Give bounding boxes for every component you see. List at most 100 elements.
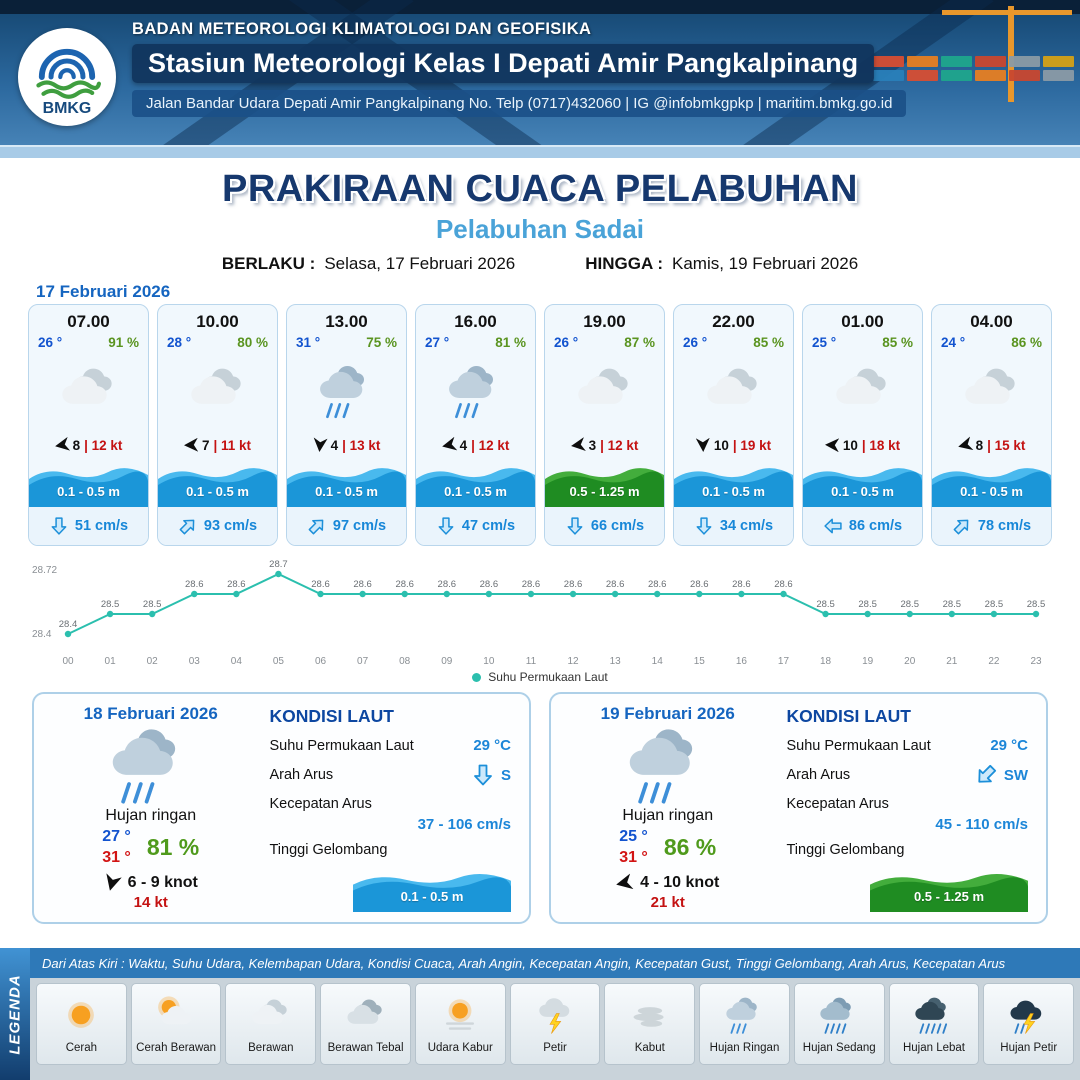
svg-text:28.5: 28.5 xyxy=(101,599,120,610)
sst-value: 29 °C xyxy=(473,737,511,754)
day-summary-card: 19 Februari 2026 Hujan ringan 25 ° 31 ° … xyxy=(549,692,1048,924)
svg-text:01: 01 xyxy=(105,656,117,667)
sea-condition-title: KONDISI LAUT xyxy=(786,706,911,726)
svg-text:14: 14 xyxy=(652,656,664,667)
wind-speed: 10 xyxy=(713,437,729,453)
legend-title: LEGENDA xyxy=(6,973,24,1055)
wave-height: 0.1 - 0.5 m xyxy=(960,484,1023,499)
wave-graphic xyxy=(870,873,1028,912)
legend-item: Hujan Sedang xyxy=(793,983,885,1065)
current-speed: 47 cm/s xyxy=(461,518,516,534)
sea-condition-title: KONDISI LAUT xyxy=(269,706,394,726)
weather-icon xyxy=(437,995,483,1040)
legend-item-label: Hujan Petir xyxy=(1000,1041,1058,1054)
wind-speed-range: 6 - 9 knot xyxy=(127,873,198,891)
wave-height: 0.1 - 0.5 m xyxy=(702,484,765,499)
forecast-time: 10.00 xyxy=(196,312,239,331)
humidity: 91 % xyxy=(108,335,139,350)
weather-icon xyxy=(816,995,862,1040)
wind-gust: | 12 kt xyxy=(600,437,639,453)
weather-icon xyxy=(619,724,717,811)
temp-min: 27 ° xyxy=(102,828,131,845)
station-address: Jalan Bandar Udara Depati Amir Pangkalpi… xyxy=(132,90,907,117)
svg-text:11: 11 xyxy=(526,656,537,667)
wind-gust: 21 kt xyxy=(650,893,685,911)
wind-row: 8 | 15 kt xyxy=(932,432,1051,458)
svg-text:23: 23 xyxy=(1030,656,1042,667)
wind-row: 4 | 12 kt xyxy=(416,432,535,458)
container-box xyxy=(907,70,938,81)
current-direction-label: Arah Arus xyxy=(269,767,334,783)
svg-text:08: 08 xyxy=(399,656,411,667)
forecast-cards-row: 07.00 26 ° 91 % 8 | 12 kt 0.1 - 0.5 m 51… xyxy=(28,304,1052,546)
current-speed: 93 cm/s xyxy=(203,518,258,534)
svg-text:28.6: 28.6 xyxy=(395,579,414,590)
wave-graphic xyxy=(803,468,922,507)
weather-icon xyxy=(722,995,768,1040)
temp-humidity-row: 26 ° 85 % xyxy=(674,332,793,350)
legend-item-label: Petir xyxy=(543,1041,567,1054)
container-box xyxy=(1009,70,1040,81)
legend-description: Dari Atas Kiri : Waktu, Suhu Udara, Kele… xyxy=(30,948,1080,978)
wind-row: 10 | 18 kt xyxy=(803,432,922,458)
wind-direction-icon xyxy=(696,438,710,452)
wave-height: 0.1 - 0.5 m xyxy=(186,484,249,499)
current-row: 93 cm/s xyxy=(158,507,277,545)
svg-text:15: 15 xyxy=(694,656,706,667)
wind-gust: | 15 kt xyxy=(987,437,1026,453)
wind-direction-icon xyxy=(440,437,457,454)
humidity: 81 % xyxy=(146,834,200,861)
wave-height-band: 0.1 - 0.5 m xyxy=(932,461,1051,507)
wind-row: 10 | 19 kt xyxy=(674,432,793,458)
current-direction-icon xyxy=(969,758,1003,792)
weather-icon xyxy=(158,350,277,432)
forecast-card: 07.00 26 ° 91 % 8 | 12 kt 0.1 - 0.5 m 51… xyxy=(28,304,149,546)
berlaku-label: BERLAKU : xyxy=(221,254,316,273)
wave-height-band: 0.1 - 0.5 m xyxy=(803,461,922,507)
temp-humidity-row: 27 ° 81 % xyxy=(416,332,535,350)
forecast-time: 01.00 xyxy=(841,312,884,331)
header-illustration xyxy=(0,0,1080,14)
legend-item: Hujan Lebat xyxy=(888,983,980,1065)
weather-condition: Hujan ringan xyxy=(105,807,197,824)
legend-series-name: Suhu Permukaan Laut xyxy=(488,670,608,684)
humidity: 86 % xyxy=(663,834,717,861)
legend-item: Cerah Berawan xyxy=(130,983,222,1065)
svg-text:28.6: 28.6 xyxy=(648,579,667,590)
wind-row: 4 | 13 kt xyxy=(287,432,406,458)
wave-graphic xyxy=(29,468,148,507)
air-temperature: 26 ° xyxy=(683,335,708,350)
legend-item-label: Cerah Berawan xyxy=(136,1041,217,1054)
temp-humidity-row: 24 ° 86 % xyxy=(932,332,1051,350)
wave-height-band: 0.1 - 0.5 m xyxy=(29,461,148,507)
wind-gust: | 13 kt xyxy=(342,437,381,453)
weather-icon xyxy=(58,995,104,1040)
temp-min: 25 ° xyxy=(619,828,648,845)
air-temperature: 25 ° xyxy=(812,335,837,350)
legend-title-band: LEGENDA xyxy=(0,948,30,1080)
forecast-date: 17 Februari 2026 xyxy=(36,282,171,301)
svg-text:28.6: 28.6 xyxy=(480,579,499,590)
day-weather-column: 19 Februari 2026 Hujan ringan 25 ° 31 ° … xyxy=(565,704,770,912)
wave-graphic xyxy=(353,873,511,912)
day-summary-card: 18 Februari 2026 Hujan ringan 27 ° 31 ° … xyxy=(32,692,531,924)
air-temperature: 28 ° xyxy=(167,335,192,350)
wind-speed-range: 4 - 10 knot xyxy=(640,873,720,891)
weather-icon xyxy=(287,350,406,432)
air-temperature: 31 ° xyxy=(296,335,321,350)
legend-item: Hujan Ringan xyxy=(699,983,790,1065)
weather-icon xyxy=(153,995,199,1040)
svg-text:21: 21 xyxy=(946,656,958,667)
svg-text:28.6: 28.6 xyxy=(185,579,204,590)
wave-graphic xyxy=(545,468,664,507)
current-speed-range: 45 - 110 cm/s xyxy=(935,816,1028,833)
legend-items-row: Cerah Cerah Berawan Berawan Berawan Teba… xyxy=(30,978,1080,1070)
humidity: 75 % xyxy=(366,335,397,350)
weather-icon xyxy=(29,350,148,432)
wind-gust: 14 kt xyxy=(133,893,168,911)
forecast-time: 04.00 xyxy=(970,312,1013,331)
weather-icon xyxy=(343,995,389,1040)
wind-direction-icon xyxy=(615,873,634,892)
wave-height-band: 0.1 - 0.5 m xyxy=(287,461,406,507)
forecast-time: 13.00 xyxy=(325,312,368,331)
